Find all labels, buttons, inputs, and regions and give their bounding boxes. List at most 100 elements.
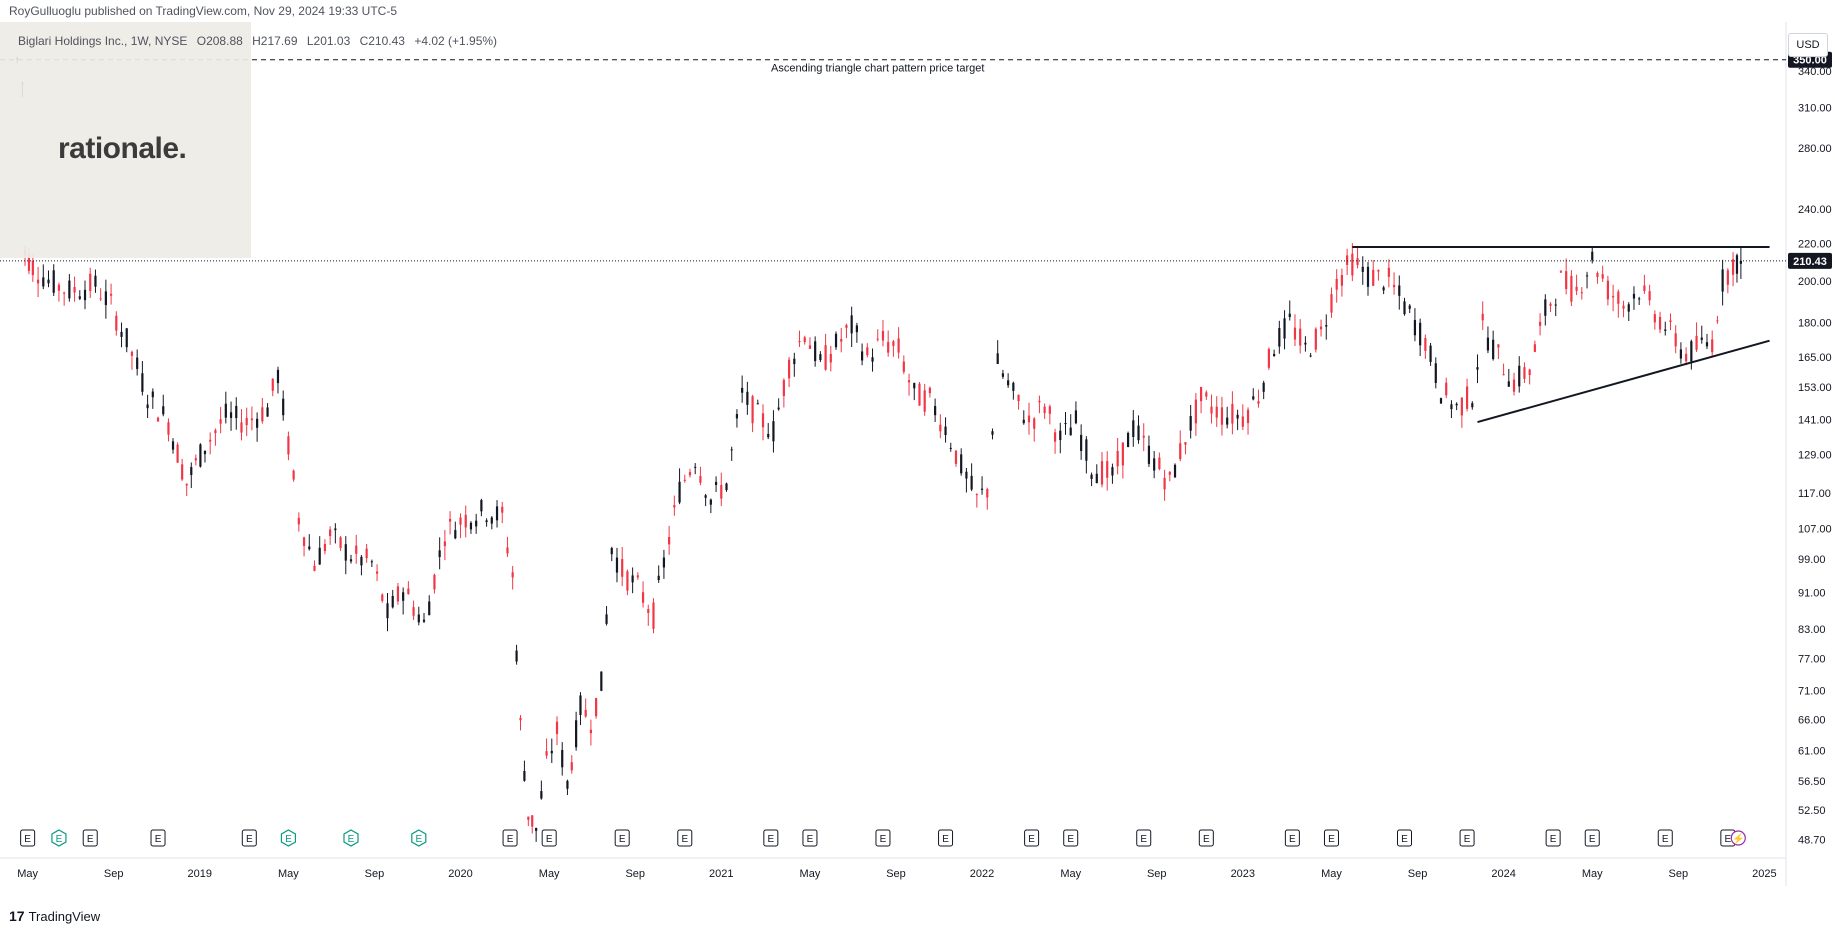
candle-body[interactable] bbox=[190, 467, 193, 475]
candle-body[interactable] bbox=[798, 341, 801, 343]
dividend-marker-icon[interactable] bbox=[280, 829, 297, 847]
earnings-marker-icon[interactable] bbox=[1024, 829, 1040, 847]
candle-body[interactable] bbox=[1361, 266, 1364, 272]
earnings-marker-icon[interactable] bbox=[1396, 829, 1412, 847]
candle-body[interactable] bbox=[36, 279, 40, 284]
candle-body[interactable] bbox=[1080, 434, 1083, 451]
candle-body[interactable] bbox=[334, 528, 337, 531]
candle-body[interactable] bbox=[1700, 337, 1703, 340]
candle-body[interactable] bbox=[782, 380, 785, 396]
candle-body[interactable] bbox=[256, 418, 259, 428]
candle-body[interactable] bbox=[282, 398, 285, 416]
candle-body[interactable] bbox=[1617, 291, 1620, 304]
earnings-marker-icon[interactable] bbox=[150, 829, 166, 847]
candle-body[interactable] bbox=[772, 421, 775, 442]
candle-body[interactable] bbox=[171, 441, 175, 450]
candle-body[interactable] bbox=[657, 575, 660, 580]
earnings-marker-icon[interactable] bbox=[1584, 829, 1600, 847]
candle-body[interactable] bbox=[1017, 394, 1020, 402]
candle-body[interactable] bbox=[1257, 401, 1260, 404]
split-marker-icon[interactable] bbox=[1730, 830, 1746, 846]
candle-body[interactable] bbox=[1632, 293, 1636, 299]
candle-body[interactable] bbox=[1481, 313, 1484, 321]
candle-body[interactable] bbox=[136, 357, 139, 369]
candle-body[interactable] bbox=[1419, 322, 1422, 346]
candle-body[interactable] bbox=[1038, 400, 1041, 403]
candle-body[interactable] bbox=[130, 351, 134, 356]
candle-body[interactable] bbox=[1095, 473, 1098, 484]
candle-body[interactable] bbox=[1153, 458, 1156, 471]
candle-body[interactable] bbox=[1048, 406, 1051, 414]
candle-body[interactable] bbox=[480, 500, 483, 512]
candle-body[interactable] bbox=[1502, 374, 1505, 376]
candle-body[interactable] bbox=[402, 592, 405, 601]
candle-body[interactable] bbox=[673, 505, 676, 508]
candle-body[interactable] bbox=[1252, 396, 1255, 400]
candle-body[interactable] bbox=[918, 383, 921, 406]
dividend-marker-icon[interactable] bbox=[411, 829, 427, 847]
earnings-marker-icon[interactable] bbox=[763, 829, 779, 847]
candle-body[interactable] bbox=[1739, 260, 1742, 264]
candle-body[interactable] bbox=[1460, 397, 1463, 416]
candle-body[interactable] bbox=[1366, 266, 1370, 287]
candle-body[interactable] bbox=[965, 471, 968, 479]
candle-body[interactable] bbox=[540, 791, 543, 799]
candle-body[interactable] bbox=[1278, 328, 1281, 347]
candle-body[interactable] bbox=[897, 338, 900, 353]
candle-body[interactable] bbox=[949, 447, 952, 449]
candle-body[interactable] bbox=[845, 325, 848, 328]
candle-body[interactable] bbox=[824, 345, 827, 370]
candle-body[interactable] bbox=[881, 330, 885, 341]
earnings-marker-icon[interactable] bbox=[875, 829, 891, 847]
candle-body[interactable] bbox=[1398, 285, 1401, 296]
candle-body[interactable] bbox=[1606, 280, 1609, 300]
candle-body[interactable] bbox=[876, 338, 879, 340]
candle-body[interactable] bbox=[907, 380, 911, 383]
candle-body[interactable] bbox=[861, 351, 864, 361]
candle-body[interactable] bbox=[531, 815, 534, 827]
candle-body[interactable] bbox=[344, 544, 347, 561]
candle-body[interactable] bbox=[57, 284, 61, 291]
candle-body[interactable] bbox=[1424, 338, 1427, 351]
candle-body[interactable] bbox=[459, 517, 462, 525]
candle-body[interactable] bbox=[125, 328, 128, 348]
candle-body[interactable] bbox=[1512, 379, 1516, 392]
candle-body[interactable] bbox=[1735, 255, 1739, 274]
candle-body[interactable] bbox=[1205, 392, 1208, 397]
candle-body[interactable] bbox=[561, 749, 564, 768]
candle-body[interactable] bbox=[355, 545, 358, 554]
candle-body[interactable] bbox=[271, 378, 274, 391]
candle-body[interactable] bbox=[47, 279, 50, 284]
candle-body[interactable] bbox=[63, 292, 66, 294]
candle-body[interactable] bbox=[1575, 286, 1578, 291]
candle-body[interactable] bbox=[605, 614, 608, 624]
candle-body[interactable] bbox=[720, 485, 723, 499]
candle-body[interactable] bbox=[975, 494, 978, 496]
candle-body[interactable] bbox=[365, 548, 368, 559]
earnings-marker-icon[interactable] bbox=[938, 829, 954, 847]
candle-body[interactable] bbox=[162, 406, 165, 415]
candle-body[interactable] bbox=[855, 325, 858, 333]
candle-body[interactable] bbox=[934, 406, 937, 416]
candle-body[interactable] bbox=[523, 770, 526, 781]
candle-body[interactable] bbox=[1121, 442, 1124, 466]
candle-body[interactable] bbox=[1627, 304, 1630, 312]
candle-body[interactable] bbox=[566, 780, 569, 789]
candle-body[interactable] bbox=[391, 595, 394, 608]
candle-body[interactable] bbox=[266, 407, 269, 417]
candle-body[interactable] bbox=[1471, 403, 1474, 408]
candle-body[interactable] bbox=[1580, 292, 1583, 294]
candle-body[interactable] bbox=[1549, 303, 1552, 306]
candle-body[interactable] bbox=[641, 592, 645, 603]
candle-body[interactable] bbox=[694, 466, 697, 468]
candle-body[interactable] bbox=[240, 422, 243, 433]
candle-body[interactable] bbox=[235, 405, 238, 419]
candle-body[interactable] bbox=[1658, 316, 1662, 330]
candle-body[interactable] bbox=[151, 391, 154, 398]
candle-body[interactable] bbox=[1554, 304, 1557, 306]
candle-body[interactable] bbox=[1716, 320, 1719, 322]
candle-body[interactable] bbox=[412, 607, 415, 616]
candle-body[interactable] bbox=[68, 280, 71, 299]
candle-body[interactable] bbox=[944, 426, 947, 436]
candle-body[interactable] bbox=[199, 444, 202, 467]
